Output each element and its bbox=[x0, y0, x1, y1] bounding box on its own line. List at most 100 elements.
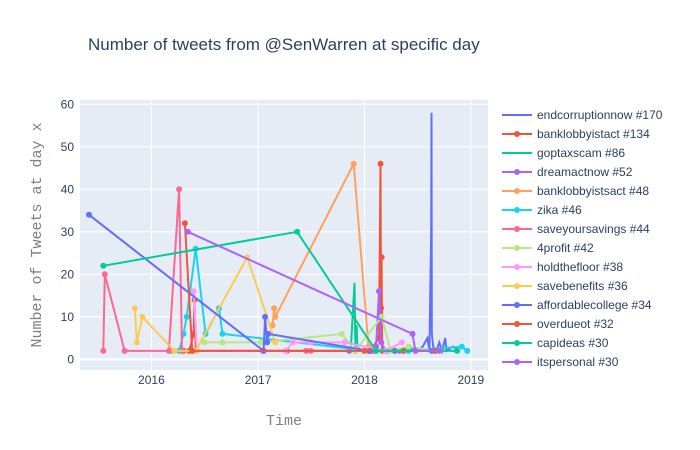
data-point bbox=[184, 228, 191, 235]
legend-marker bbox=[514, 264, 520, 270]
x-tick-label: 2016 bbox=[138, 373, 165, 387]
data-point bbox=[399, 339, 405, 346]
legend-label: dreamactnow #52 bbox=[537, 165, 633, 179]
legend-label: saveyoursavings #44 bbox=[537, 222, 650, 236]
legend-item[interactable]: holdthefloor #38 bbox=[502, 260, 623, 274]
legend-item[interactable]: zika #46 bbox=[502, 203, 582, 217]
data-point bbox=[350, 160, 357, 167]
legend-label: goptaxscam #86 bbox=[537, 146, 625, 160]
legend-marker bbox=[514, 245, 520, 251]
y-axis-ticks: 0 10 20 30 40 50 60 bbox=[61, 97, 75, 366]
legend-label: capideas #30 bbox=[537, 336, 609, 350]
legend-item[interactable]: capideas #30 bbox=[502, 336, 609, 350]
legend-label: 4profit #42 bbox=[537, 241, 594, 255]
legend-label: banklobbyistact #134 bbox=[537, 127, 650, 141]
legend-item[interactable]: itspersonal #30 bbox=[502, 355, 619, 369]
data-point bbox=[131, 305, 138, 312]
series-layer bbox=[86, 112, 471, 355]
data-point bbox=[373, 347, 380, 354]
data-point bbox=[201, 339, 208, 346]
data-point bbox=[272, 313, 279, 320]
legend-item[interactable]: affordablecollege #34 bbox=[502, 298, 652, 312]
y-axis-title: Number of Tweets at day x bbox=[29, 122, 46, 347]
data-point bbox=[121, 347, 128, 354]
legend-marker bbox=[514, 207, 520, 213]
data-point bbox=[271, 305, 278, 312]
data-point bbox=[181, 220, 188, 227]
data-point bbox=[294, 228, 301, 235]
data-point bbox=[341, 339, 348, 346]
legend-label: banklobbyistsact #48 bbox=[537, 184, 649, 198]
data-point bbox=[412, 347, 419, 354]
data-point bbox=[86, 211, 92, 218]
data-point bbox=[139, 313, 146, 320]
legend-item[interactable]: overdueot #32 bbox=[502, 317, 614, 331]
data-point bbox=[265, 330, 272, 337]
data-point bbox=[189, 347, 196, 354]
data-point bbox=[272, 339, 279, 346]
legend-item[interactable]: goptaxscam #86 bbox=[502, 146, 625, 160]
data-point bbox=[183, 313, 190, 320]
data-point bbox=[361, 347, 368, 354]
x-tick-label: 2018 bbox=[351, 373, 378, 387]
data-point bbox=[290, 339, 296, 346]
grid bbox=[80, 100, 488, 370]
data-point bbox=[257, 339, 264, 346]
legend-item[interactable]: banklobbyistsact #48 bbox=[502, 184, 649, 198]
chart-title: Number of tweets from @SenWarren at spec… bbox=[88, 35, 480, 54]
data-point bbox=[171, 347, 178, 354]
data-point bbox=[176, 186, 183, 193]
y-tick-label: 0 bbox=[67, 352, 74, 366]
data-point bbox=[165, 347, 172, 354]
legend: endcorruptionnow #170 banklobbyistact #13… bbox=[502, 108, 663, 369]
x-axis-title: Time bbox=[266, 413, 302, 430]
data-point bbox=[262, 313, 269, 320]
legend-label: itspersonal #30 bbox=[537, 355, 619, 369]
data-point bbox=[458, 343, 465, 350]
y-tick-label: 30 bbox=[61, 225, 75, 239]
data-point bbox=[264, 339, 271, 346]
data-point bbox=[219, 339, 226, 346]
y-tick-label: 20 bbox=[61, 267, 75, 281]
legend-marker bbox=[514, 169, 520, 175]
legend-item[interactable]: 4profit #42 bbox=[502, 241, 594, 255]
legend-item[interactable]: savebenefits #36 bbox=[502, 279, 628, 293]
data-point bbox=[100, 262, 107, 269]
x-tick-label: 2017 bbox=[245, 373, 272, 387]
y-tick-label: 40 bbox=[61, 182, 75, 196]
series-line bbox=[187, 230, 440, 352]
legend-item[interactable]: banklobbyistact #134 bbox=[502, 127, 650, 141]
data-point bbox=[454, 347, 461, 354]
legend-marker bbox=[514, 302, 520, 308]
legend-marker bbox=[514, 283, 520, 289]
series-13 bbox=[184, 228, 443, 354]
legend-item[interactable]: dreamactnow #52 bbox=[502, 165, 633, 179]
data-point bbox=[378, 339, 385, 346]
data-point bbox=[376, 288, 382, 295]
legend-marker bbox=[514, 321, 520, 327]
data-point bbox=[377, 160, 384, 167]
data-point bbox=[405, 343, 412, 350]
y-tick-label: 60 bbox=[61, 97, 75, 111]
legend-label: savebenefits #36 bbox=[537, 279, 628, 293]
data-point bbox=[100, 347, 107, 354]
legend-label: overdueot #32 bbox=[537, 317, 614, 331]
legend-label: holdthefloor #38 bbox=[537, 260, 623, 274]
legend-marker bbox=[514, 226, 520, 232]
legend-marker bbox=[514, 131, 520, 137]
data-point bbox=[338, 330, 345, 337]
legend-label: endcorruptionnow #170 bbox=[537, 108, 663, 122]
data-point bbox=[219, 330, 226, 337]
data-point bbox=[378, 254, 385, 261]
legend-marker bbox=[514, 340, 520, 346]
legend-item[interactable]: endcorruptionnow #170 bbox=[502, 108, 663, 122]
data-point bbox=[409, 330, 416, 337]
x-axis-ticks: 2016 2017 2018 2019 bbox=[138, 373, 484, 387]
legend-marker bbox=[514, 359, 520, 365]
data-point bbox=[133, 339, 140, 346]
legend-marker bbox=[514, 188, 520, 194]
data-point bbox=[464, 347, 471, 354]
legend-item[interactable]: saveyoursavings #44 bbox=[502, 222, 650, 236]
x-tick-label: 2019 bbox=[457, 373, 484, 387]
